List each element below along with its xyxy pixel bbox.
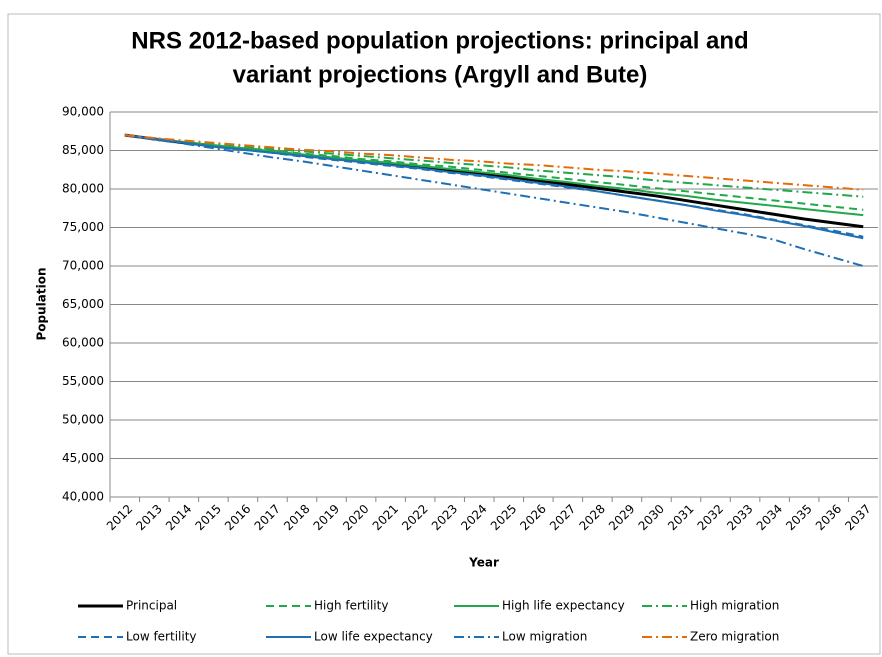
x-tick-label: 2019 xyxy=(311,502,342,533)
x-tick-label: 2030 xyxy=(636,502,667,533)
y-tick-label: 55,000 xyxy=(62,374,104,388)
x-tick-label: 2029 xyxy=(606,502,637,533)
x-tick-label: 2031 xyxy=(665,502,696,533)
legend-label: High life expectancy xyxy=(502,599,625,613)
x-tick-label: 2014 xyxy=(163,502,194,533)
y-tick-label: 75,000 xyxy=(62,220,104,234)
y-tick-label: 70,000 xyxy=(62,259,104,273)
x-tick-label: 2024 xyxy=(458,502,489,533)
legend-label: Zero migration xyxy=(690,630,779,644)
x-tick-label: 2018 xyxy=(281,502,312,533)
y-tick-label: 65,000 xyxy=(62,297,104,311)
y-tick-label: 45,000 xyxy=(62,451,104,465)
x-tick-label: 2017 xyxy=(252,502,283,533)
x-tick-label: 2032 xyxy=(695,502,726,533)
y-axis-title: Population xyxy=(35,267,49,340)
y-tick-label: 60,000 xyxy=(62,336,104,350)
legend-label: High migration xyxy=(690,599,779,613)
y-tick-label: 80,000 xyxy=(62,182,104,196)
x-tick-label: 2033 xyxy=(724,502,755,533)
chart-title: NRS 2012-based population projections: p… xyxy=(131,27,748,54)
x-tick-label: 2036 xyxy=(813,502,844,533)
y-tick-label: 50,000 xyxy=(62,413,104,427)
x-tick-label: 2015 xyxy=(192,502,223,533)
x-axis-title: Year xyxy=(468,556,499,570)
x-tick-label: 2026 xyxy=(517,502,548,533)
x-tick-label: 2016 xyxy=(222,502,253,533)
chart-frame xyxy=(7,13,881,655)
series-line xyxy=(124,134,864,267)
legend-label: Low migration xyxy=(502,630,587,644)
y-tick-label: 40,000 xyxy=(62,490,104,504)
legend-label: High fertility xyxy=(314,599,388,613)
x-tick-label: 2025 xyxy=(488,502,519,533)
chart-title: variant projections (Argyll and Bute) xyxy=(233,61,648,88)
x-tick-label: 2022 xyxy=(399,502,430,533)
x-tick-label: 2027 xyxy=(547,502,578,533)
x-tick-label: 2013 xyxy=(133,502,164,533)
legend-label: Low fertility xyxy=(126,630,197,644)
series-line xyxy=(124,134,864,217)
x-tick-label: 2028 xyxy=(576,502,607,533)
x-tick-label: 2020 xyxy=(340,502,371,533)
series-line xyxy=(124,134,864,211)
legend-label: Principal xyxy=(126,599,177,613)
y-tick-label: 85,000 xyxy=(62,143,104,157)
x-tick-label: 2012 xyxy=(104,502,135,533)
series-line xyxy=(124,134,864,240)
x-tick-label: 2035 xyxy=(783,502,814,533)
x-tick-label: 2021 xyxy=(370,502,401,533)
series-line xyxy=(124,134,864,191)
y-tick-label: 90,000 xyxy=(62,105,104,119)
x-tick-label: 2034 xyxy=(754,502,785,533)
series-line xyxy=(124,134,864,198)
x-tick-label: 2023 xyxy=(429,502,460,533)
legend-label: Low life expectancy xyxy=(314,630,433,644)
x-tick-label: 2037 xyxy=(842,502,873,533)
